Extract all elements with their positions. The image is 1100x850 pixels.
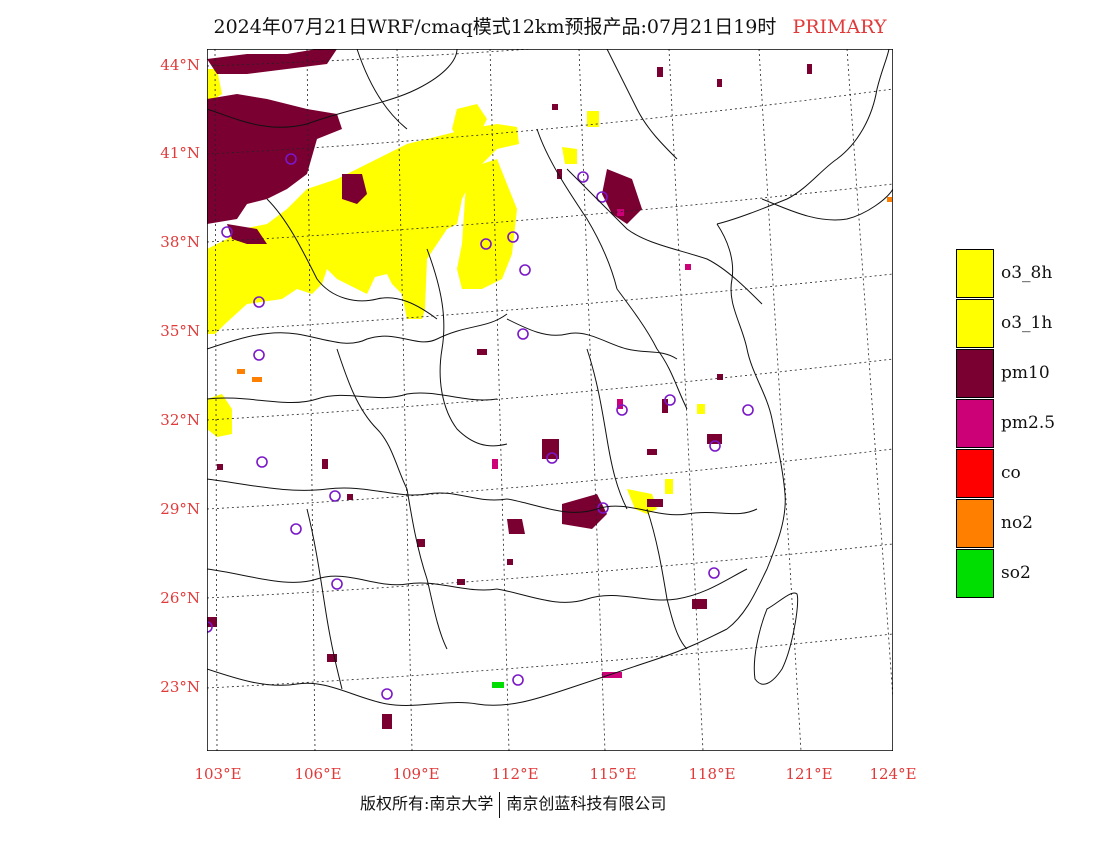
scattered-cells [207, 64, 892, 688]
city-markers [207, 153, 754, 700]
pollution-map [207, 49, 893, 751]
map-title: 2024年07月21日WRF/cmaq模式12km预报产品:07月21日19时 … [0, 12, 1100, 39]
lat-label-32: 32°N [160, 411, 200, 429]
lon-label-124: 124°E [869, 765, 917, 783]
lon-label-112: 112°E [491, 765, 539, 783]
legend-label: o3_1h [1001, 313, 1053, 333]
legend-swatch [956, 249, 994, 298]
legend-label: o3_8h [1001, 263, 1053, 283]
lat-label-35: 35°N [160, 322, 200, 340]
legend-swatch [956, 349, 994, 398]
legend-label: no2 [1001, 513, 1033, 533]
legend-swatch [956, 399, 994, 448]
lat-label-26: 26°N [160, 589, 200, 607]
boundaries [207, 49, 893, 706]
lon-label-115: 115°E [589, 765, 637, 783]
copyright-company: 南京创蓝科技有限公司 [506, 794, 667, 813]
lat-label-29: 29°N [160, 500, 200, 518]
lon-label-121: 121°E [785, 765, 833, 783]
lat-label-23: 23°N [160, 678, 200, 696]
copyright-footer: 版权所有:南京大学 南京创蓝科技有限公司 [360, 790, 666, 818]
title-text: 2024年07月21日WRF/cmaq模式12km预报产品:07月21日19时 [213, 16, 777, 38]
lat-label-38: 38°N [160, 233, 200, 251]
lon-label-106: 106°E [294, 765, 342, 783]
primary-tag: PRIMARY [792, 16, 887, 38]
map-background [207, 49, 893, 751]
legend-swatch [956, 549, 994, 598]
legend-label: co [1001, 463, 1021, 483]
legend-swatch [956, 299, 994, 348]
legend-swatch [956, 499, 994, 548]
lat-label-41: 41°N [160, 144, 200, 162]
lat-label-44: 44°N [160, 56, 200, 74]
legend-label: pm2.5 [1001, 413, 1056, 433]
legend-label: so2 [1001, 563, 1031, 583]
copyright-owner: 版权所有:南京大学 [360, 794, 494, 813]
footer-divider [499, 791, 501, 818]
lon-label-103: 103°E [194, 765, 242, 783]
lon-label-118: 118°E [688, 765, 736, 783]
legend-label: pm10 [1001, 363, 1050, 383]
pm10-regions [207, 49, 663, 729]
graticule [207, 49, 893, 751]
legend-swatch [956, 449, 994, 498]
lon-label-109: 109°E [392, 765, 440, 783]
o3-regions [207, 69, 705, 514]
